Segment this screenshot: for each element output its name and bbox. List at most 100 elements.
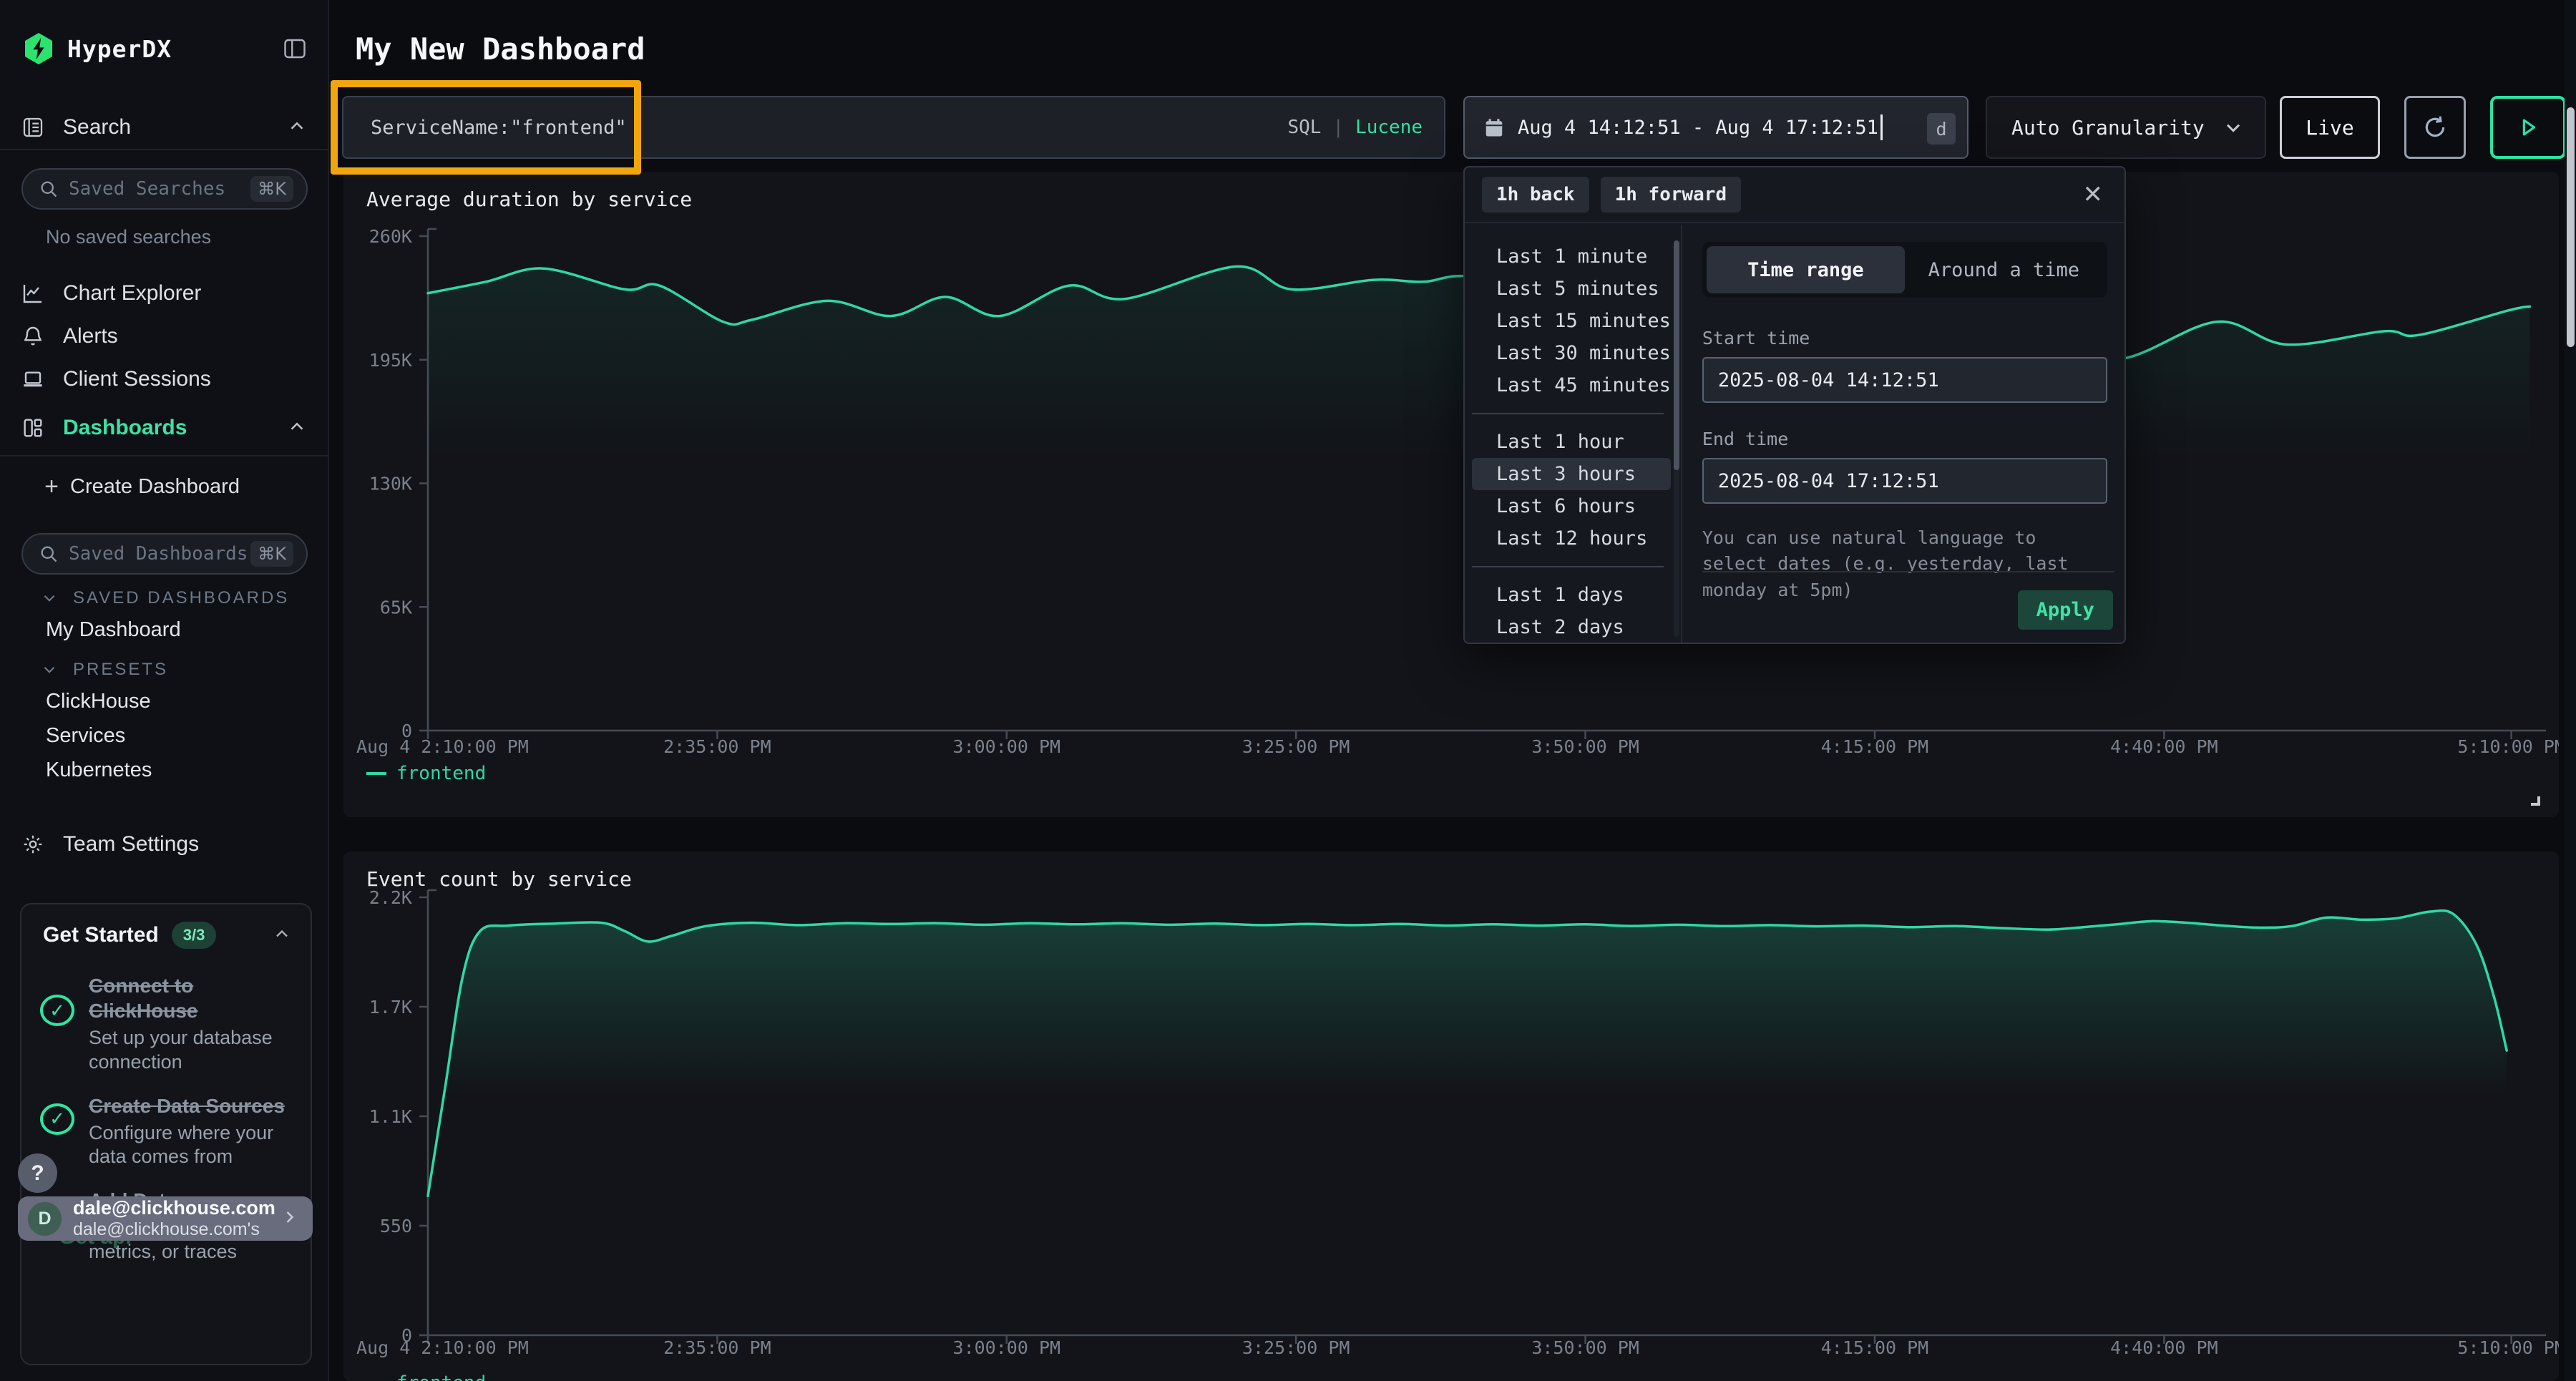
- live-button[interactable]: Live: [2280, 96, 2380, 159]
- chart-title: Average duration by service: [366, 187, 692, 211]
- chevron-up-icon: [272, 924, 292, 947]
- svg-text:65K: 65K: [380, 597, 412, 618]
- hyperdx-logo-icon: [21, 31, 56, 66]
- svg-text:3:25:00 PM: 3:25:00 PM: [1242, 1337, 1350, 1358]
- sidebar-header: HyperDX: [0, 26, 329, 72]
- chart-explorer-icon: [21, 282, 44, 305]
- end-time-label: End time: [1702, 429, 2107, 449]
- divider: [0, 455, 329, 457]
- user-menu[interactable]: D dale@clickhouse.com dale@clickhouse.co…: [18, 1196, 313, 1241]
- time-range-option[interactable]: Last 1 days: [1472, 579, 1671, 611]
- checklist-item-desc: Configure where your data comes from: [89, 1121, 293, 1170]
- help-button[interactable]: ?: [18, 1153, 57, 1193]
- play-button[interactable]: [2490, 96, 2566, 159]
- panel-resize-handle[interactable]: [2531, 796, 2540, 806]
- text-caret: [1880, 114, 1883, 140]
- app-title: HyperDX: [67, 35, 282, 63]
- refresh-button[interactable]: [2404, 96, 2466, 159]
- sidebar-item-team-settings[interactable]: Team Settings: [0, 824, 329, 864]
- bell-icon: [21, 325, 44, 348]
- saved-dashboards-input[interactable]: Saved Dashboards ⌘K: [21, 533, 308, 575]
- sidebar-item-dashboards[interactable]: Dashboards: [0, 408, 329, 448]
- svg-text:3:00:00 PM: 3:00:00 PM: [953, 736, 1061, 757]
- get-started-card: Get Started 3/3 ✓ Connect to ClickHouse …: [20, 903, 312, 1365]
- time-range-option[interactable]: Last 12 hours: [1472, 522, 1671, 555]
- time-range-option[interactable]: Last 30 minutes: [1472, 337, 1671, 369]
- dashboard-filter-input[interactable]: ServiceName:"frontend" SQL | Lucene: [342, 96, 1445, 159]
- checklist-item-connect[interactable]: ✓ Connect to ClickHouse Set up your data…: [21, 955, 311, 1075]
- popup-scrollbar-thumb[interactable]: [1674, 240, 1679, 470]
- chevron-down-icon: [40, 660, 59, 679]
- get-started-progress-badge: 3/3: [172, 922, 217, 949]
- checklist-item-sources[interactable]: ✓ Create Data Sources Configure where yo…: [21, 1075, 311, 1170]
- presets-group-header[interactable]: PRESETS: [40, 660, 168, 680]
- sidebar-item-label: Chart Explorer: [63, 281, 308, 306]
- sql-mode-toggle[interactable]: SQL: [1287, 117, 1321, 138]
- plus-icon: +: [40, 473, 63, 501]
- time-range-option[interactable]: Last 5 minutes: [1472, 273, 1671, 305]
- search-icon: [39, 544, 59, 564]
- page-scrollbar-thumb[interactable]: [2567, 107, 2575, 347]
- checklist-item-title: Create Data Sources: [89, 1093, 293, 1118]
- svg-text:3:50:00 PM: 3:50:00 PM: [1531, 736, 1639, 757]
- chart-legend[interactable]: frontend: [366, 1372, 486, 1381]
- time-range-option[interactable]: Last 1 hour: [1472, 426, 1671, 458]
- sidebar-item-my-dashboard[interactable]: My Dashboard: [46, 618, 181, 642]
- tab-time-range[interactable]: Time range: [1707, 246, 1905, 293]
- time-range-option[interactable]: Last 2 days: [1472, 611, 1671, 643]
- sidebar-item-kubernetes[interactable]: Kubernetes: [46, 758, 152, 782]
- sidebar-item-clickhouse[interactable]: ClickHouse: [46, 690, 151, 713]
- apply-button[interactable]: Apply: [2018, 590, 2113, 630]
- time-range-option[interactable]: Last 6 hours: [1472, 490, 1671, 522]
- svg-text:4:15:00 PM: 4:15:00 PM: [1821, 736, 1929, 757]
- sidebar-collapse-icon[interactable]: [282, 36, 308, 62]
- time-range-input[interactable]: Aug 4 14:12:51 - Aug 4 17:12:51 d: [1463, 96, 1968, 159]
- popup-scrollbar: [1674, 240, 1679, 637]
- saved-searches-input[interactable]: Saved Searches ⌘K: [21, 168, 308, 210]
- lucene-mode-toggle[interactable]: Lucene: [1355, 117, 1423, 138]
- sidebar-item-search[interactable]: Search: [0, 107, 329, 147]
- sidebar-item-label: Alerts: [63, 324, 308, 348]
- chevron-up-icon: [286, 115, 308, 140]
- checklist-item-desc: Set up your database connection: [89, 1026, 293, 1075]
- play-icon: [2516, 115, 2540, 140]
- close-icon[interactable]: ✕: [2079, 180, 2108, 209]
- page-scrollbar[interactable]: [2565, 0, 2576, 1381]
- chart-legend[interactable]: frontend: [366, 763, 486, 784]
- divider: [1472, 566, 1664, 567]
- sidebar-item-chart-explorer[interactable]: Chart Explorer: [0, 273, 329, 313]
- time-range-option[interactable]: Last 15 minutes: [1472, 305, 1671, 337]
- time-range-option[interactable]: Last 45 minutes: [1472, 369, 1671, 401]
- page-title: My New Dashboard: [356, 31, 645, 67]
- time-range-option[interactable]: Last 3 hours: [1472, 458, 1671, 490]
- shift-back-button[interactable]: 1h back: [1482, 177, 1589, 213]
- shift-forward-button[interactable]: 1h forward: [1601, 177, 1742, 213]
- svg-text:3:25:00 PM: 3:25:00 PM: [1242, 736, 1350, 757]
- get-started-header[interactable]: Get Started 3/3: [21, 904, 311, 955]
- time-range-option[interactable]: Last 1 minute: [1472, 240, 1671, 273]
- divider: [1702, 571, 2114, 572]
- chevron-up-icon: [286, 416, 308, 441]
- svg-text:5:10:00 PM: 5:10:00 PM: [2457, 1337, 2559, 1358]
- key-hint-badge: d: [1927, 113, 1956, 145]
- line-chart-event-count[interactable]: 05501.1K1.7K2.2KAug 4 2:10:00 PM2:35:00 …: [343, 851, 2559, 1381]
- granularity-value: Auto Granularity: [2011, 116, 2222, 140]
- svg-text:4:40:00 PM: 4:40:00 PM: [2110, 736, 2218, 757]
- avatar: D: [28, 1202, 62, 1236]
- legend-label: frontend: [396, 763, 486, 784]
- svg-text:Aug 4 2:10:00 PM: Aug 4 2:10:00 PM: [356, 1337, 529, 1358]
- start-time-input[interactable]: 2025-08-04 14:12:51: [1702, 357, 2107, 403]
- svg-text:3:50:00 PM: 3:50:00 PM: [1531, 1337, 1639, 1358]
- sidebar-item-alerts[interactable]: Alerts: [0, 316, 329, 356]
- granularity-select[interactable]: Auto Granularity: [1986, 96, 2266, 159]
- line-chart-average-duration[interactable]: 065K130K195K260KAug 4 2:10:00 PM2:35:00 …: [343, 172, 2559, 817]
- end-time-input[interactable]: 2025-08-04 17:12:51: [1702, 458, 2107, 504]
- create-dashboard-button[interactable]: + Create Dashboard: [0, 467, 329, 507]
- sidebar-item-services[interactable]: Services: [46, 724, 125, 748]
- check-circle-icon: ✓: [40, 995, 74, 1026]
- tab-around-a-time[interactable]: Around a time: [1905, 246, 2103, 293]
- time-range-option[interactable]: Last 7 days: [1472, 643, 1671, 644]
- sidebar-item-client-sessions[interactable]: Client Sessions: [0, 359, 329, 399]
- chart-title: Event count by service: [366, 867, 632, 891]
- saved-dashboards-group-header[interactable]: SAVED DASHBOARDS: [40, 588, 289, 608]
